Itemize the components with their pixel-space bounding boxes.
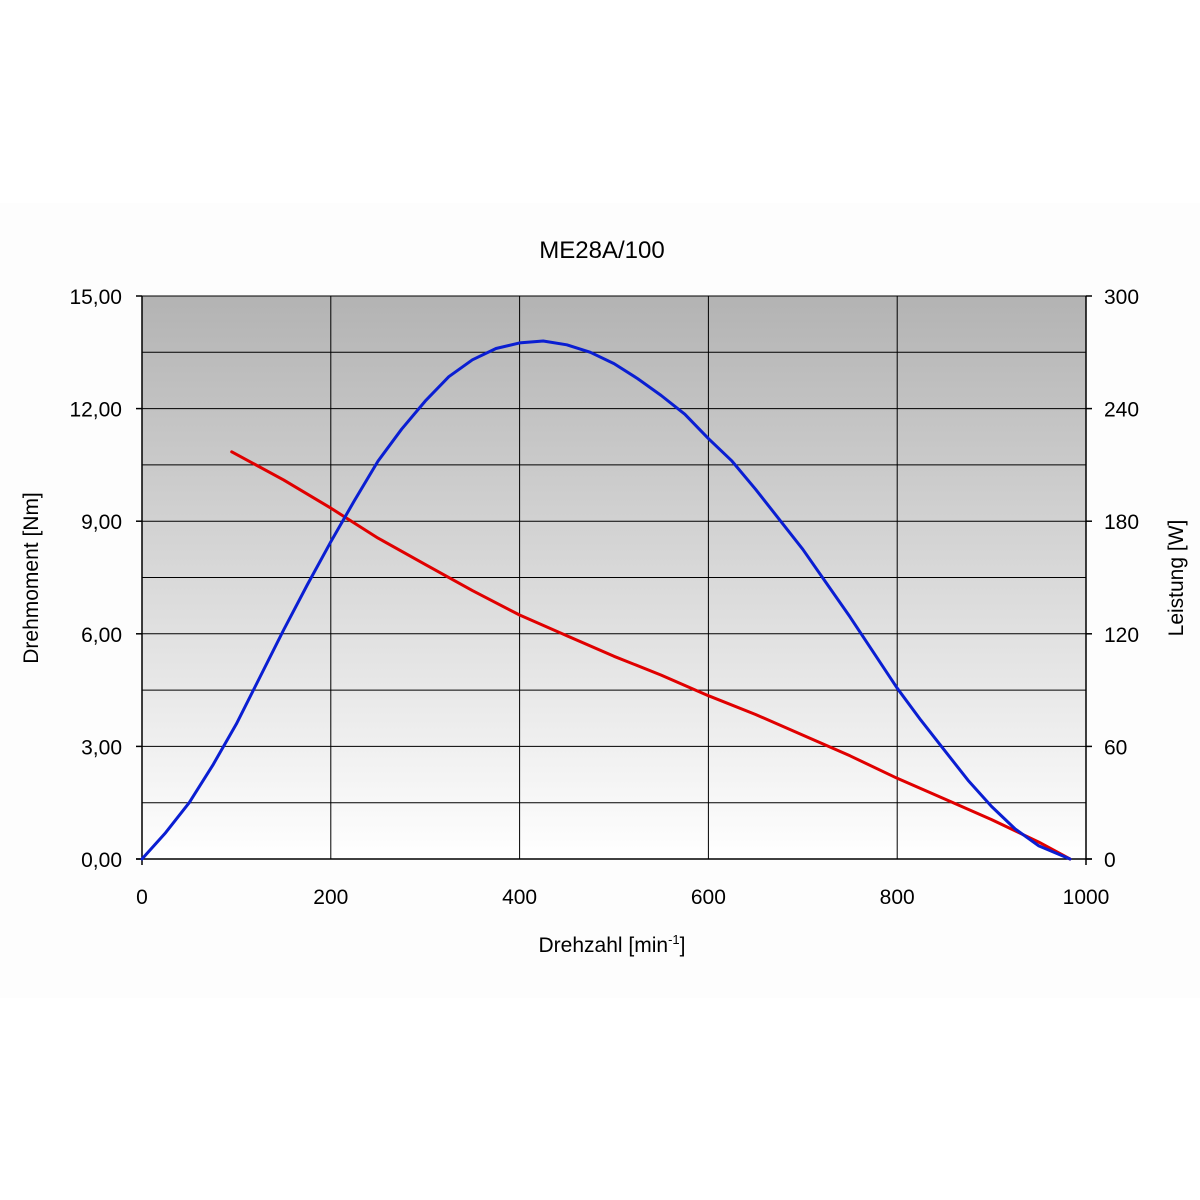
series-group (140, 339, 1072, 861)
grid-lines (136, 295, 1092, 865)
y-axis-right-title: Leistung [W] (1165, 520, 1188, 637)
y-left-tick-label: 9,00 (81, 511, 122, 534)
y-right-tick-label: 300 (1104, 286, 1139, 309)
x-tick-label: 800 (880, 886, 915, 909)
x-axis-title: Drehzahl [min-1] (539, 932, 686, 957)
y-left-tick-label: 0,00 (81, 849, 122, 872)
y-axis-left-title: Drehmoment [Nm] (20, 492, 43, 664)
x-tick-label: 1000 (1063, 886, 1110, 909)
torque-series-line (230, 450, 1072, 861)
y-left-tick-label: 12,00 (69, 399, 122, 422)
y-right-tick-label: 180 (1104, 511, 1139, 534)
x-tick-label: 0 (136, 886, 148, 909)
power-series-line (140, 339, 1072, 861)
y-left-tick-label: 6,00 (81, 624, 122, 647)
y-left-tick-label: 15,00 (69, 286, 122, 309)
y-right-tick-label: 60 (1104, 736, 1127, 759)
y-right-tick-label: 240 (1104, 399, 1139, 422)
x-tick-label: 600 (691, 886, 726, 909)
chart-title: ME28A/100 (539, 237, 664, 264)
tick-labels: 0 200 400 600 800 10000,003,006,009,0012,0015… (69, 286, 1139, 909)
x-axis-title-superscript: -1 (668, 932, 680, 947)
chart: ME28A/100 0 200 400 600 800 10000,003,006,009… (20, 237, 1188, 957)
chart-frame: ME28A/100 0 200 400 600 800 1000 0,00 3,00 6,00 9… (0, 203, 1200, 998)
y-right-tick-label: 0 (1104, 849, 1116, 872)
y-left-tick-label: 3,00 (81, 736, 122, 759)
x-tick-label: 400 (502, 886, 537, 909)
y-right-tick-label: 120 (1104, 624, 1139, 647)
x-tick-label: 200 (313, 886, 348, 909)
